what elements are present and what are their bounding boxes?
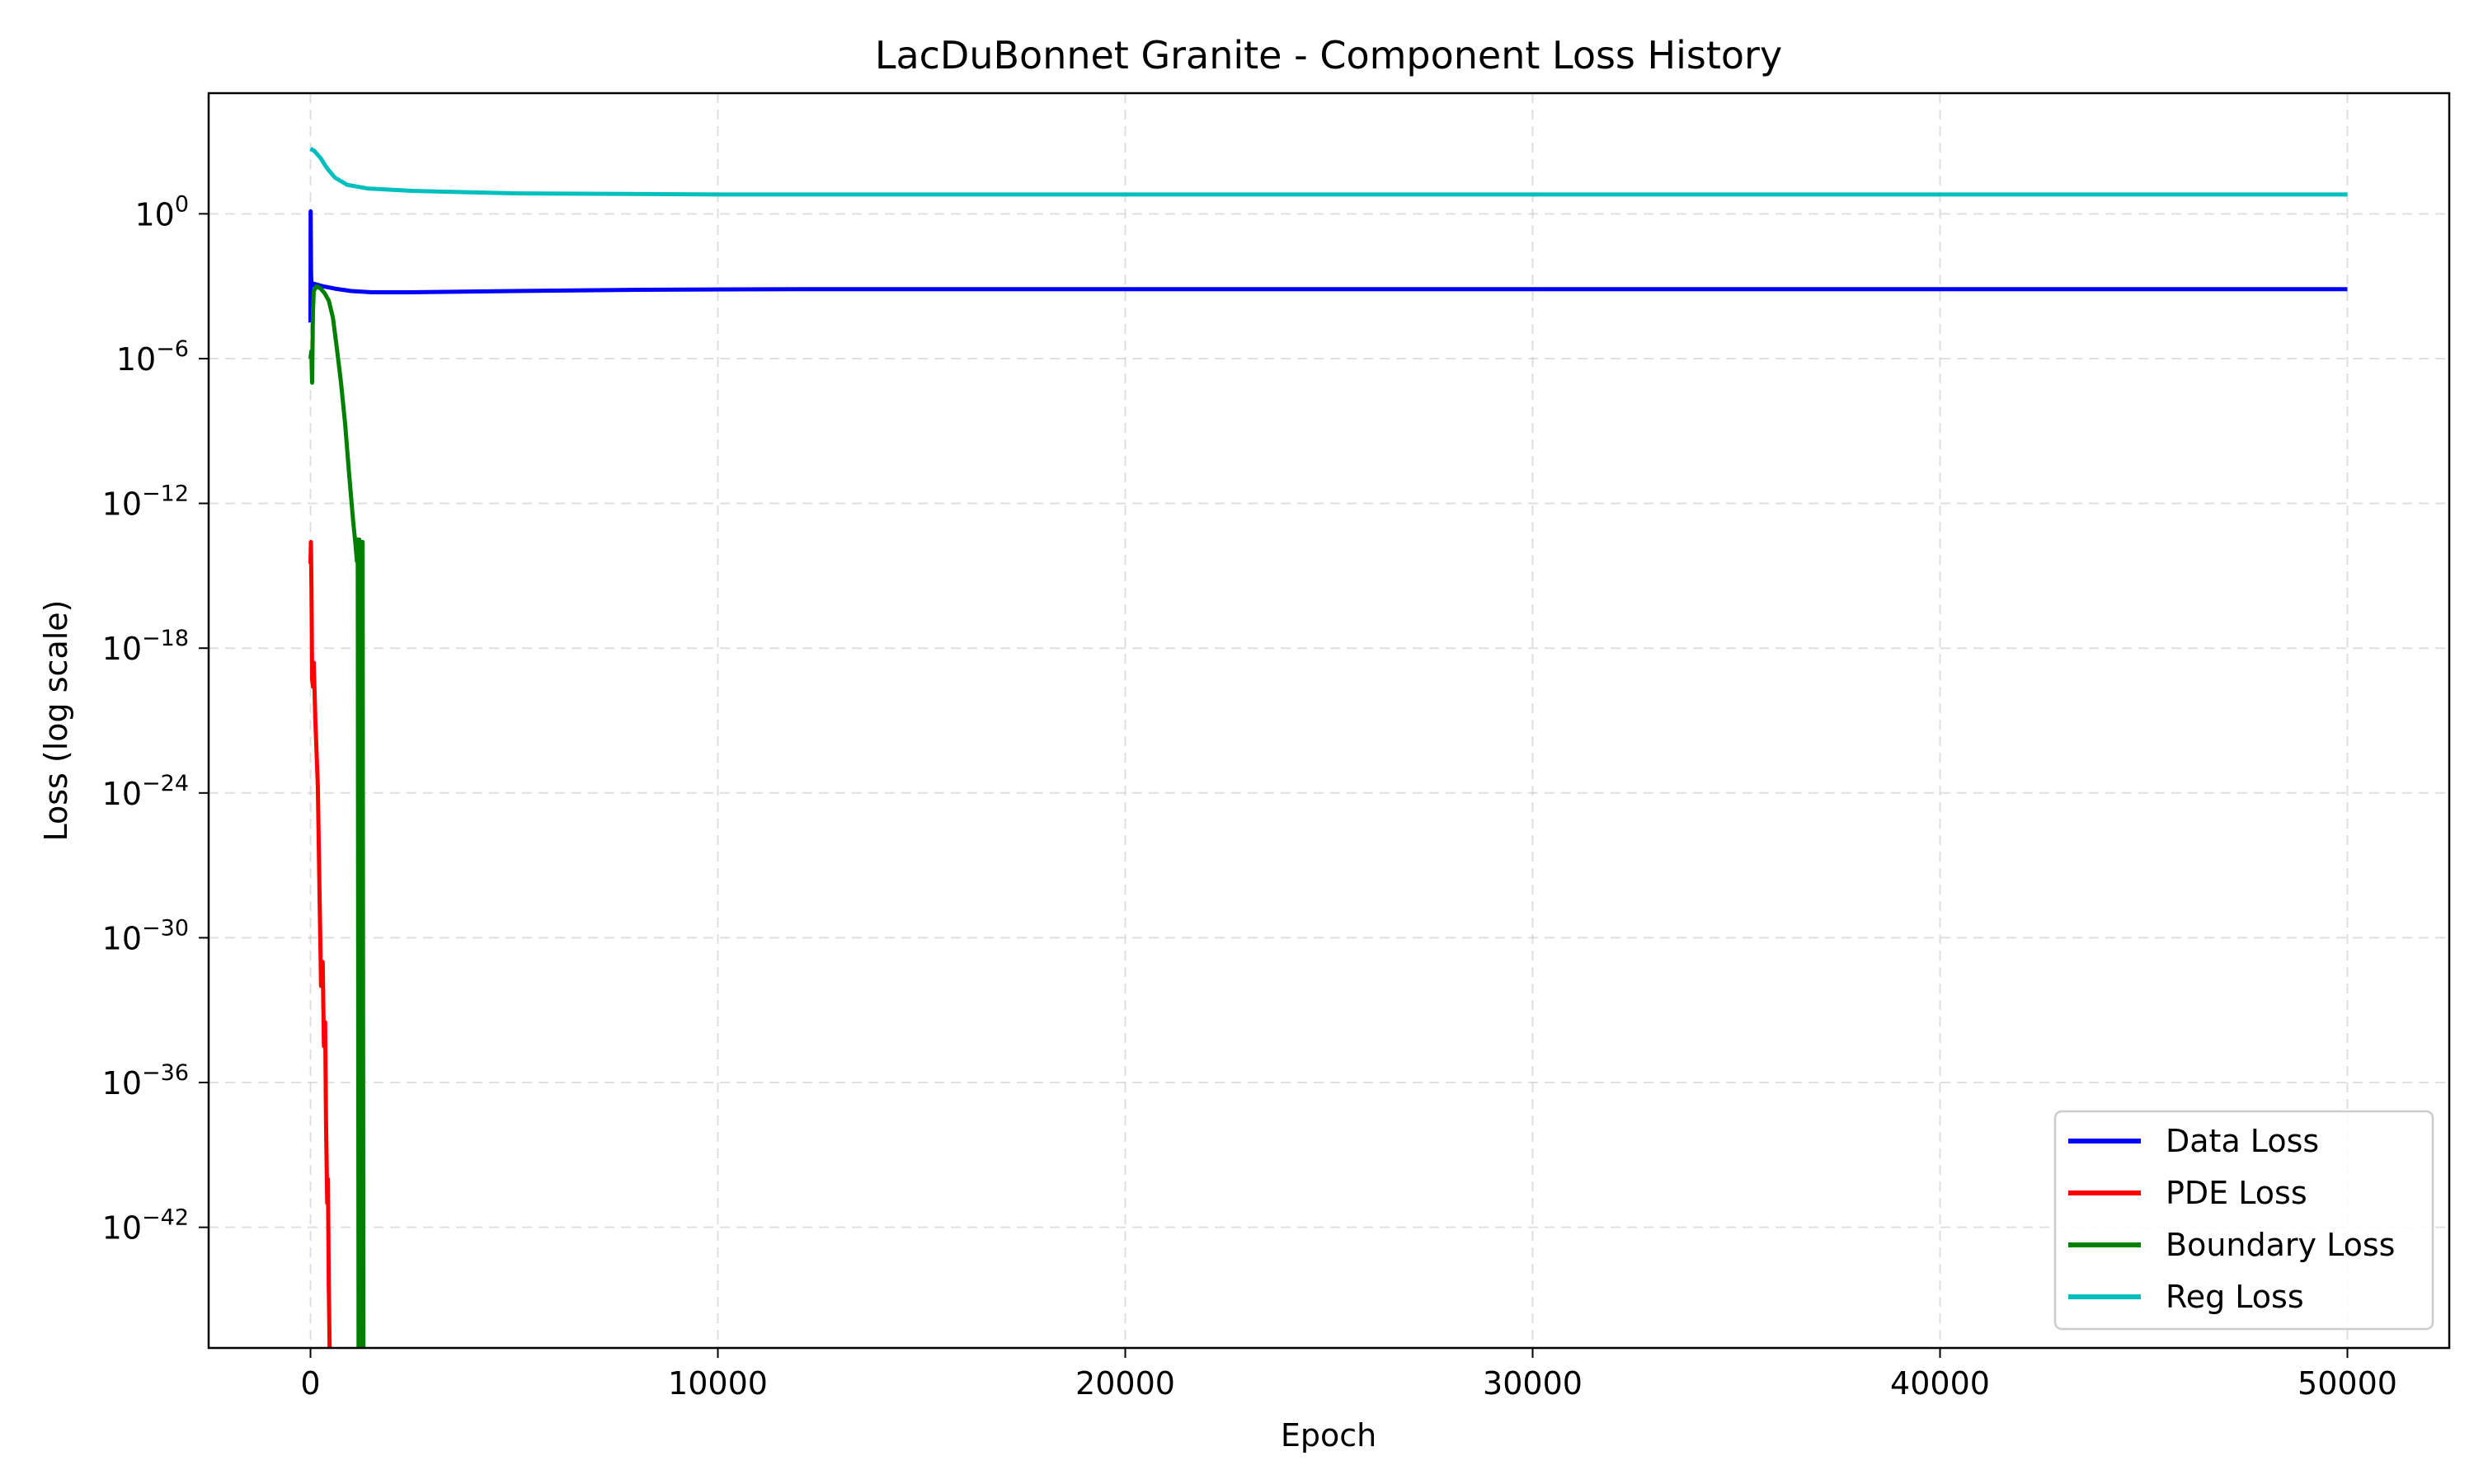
y-tick-exponent: −12 (142, 481, 189, 507)
series-layer (308, 147, 2348, 1348)
legend: Data Loss PDE Loss Boundary Loss Reg Loss (2053, 1110, 2434, 1331)
y-tick-label: 10−6 (116, 336, 189, 378)
y-tick-label: 10−42 (102, 1205, 189, 1247)
y-tick-label: 10−30 (102, 915, 189, 956)
y-tick-exponent: −6 (156, 336, 189, 362)
y-tick-base: 10 (102, 1210, 142, 1247)
y-tick-base: 10 (102, 1065, 142, 1101)
x-tick-label: 50000 (2298, 1365, 2397, 1402)
y-axis-label: Loss (log scale) (38, 600, 74, 842)
y-tick-base: 10 (102, 631, 142, 667)
y-tick-base: 10 (134, 196, 174, 232)
x-tick-label: 30000 (1483, 1365, 1583, 1402)
y-tick-label: 10−18 (102, 626, 189, 667)
legend-label-pde-loss: PDE Loss (2166, 1175, 2307, 1211)
y-tick-base: 10 (116, 341, 156, 378)
chart-title: LacDuBonnet Granite - Component Loss His… (875, 33, 1782, 77)
y-tick-base: 10 (102, 486, 142, 523)
y-tick-exponent: 0 (175, 191, 189, 217)
y-tick-base: 10 (102, 920, 142, 956)
data-loss-line (308, 209, 2348, 323)
y-tick-label: 10−12 (102, 481, 189, 523)
x-tick-label: 0 (300, 1365, 320, 1402)
reg-loss-line (309, 147, 2348, 197)
x-axis-label: Epoch (1281, 1417, 1376, 1453)
y-tick-label: 10−36 (102, 1060, 189, 1101)
legend-label-data-loss: Data Loss (2166, 1123, 2319, 1159)
y-tick-label: 10−24 (102, 771, 189, 812)
pde-loss-line (308, 539, 332, 1348)
x-tick-label: 10000 (668, 1365, 768, 1402)
y-tick-label: 100 (134, 191, 189, 232)
legend-box (2053, 1110, 2434, 1331)
y-tick-exponent: −18 (142, 626, 189, 651)
x-tick-label: 40000 (1890, 1365, 1990, 1402)
boundary-loss-line (308, 284, 366, 1348)
y-tick-exponent: −42 (142, 1205, 189, 1231)
y-tick-exponent: −24 (142, 771, 189, 796)
legend-label-boundary-loss: Boundary Loss (2166, 1227, 2395, 1263)
x-tick-label: 20000 (1075, 1365, 1175, 1402)
y-tick-base: 10 (102, 776, 142, 812)
legend-label-reg-loss: Reg Loss (2166, 1279, 2304, 1315)
y-tick-exponent: −36 (142, 1060, 189, 1086)
axis-ticks: 0 10000 20000 30000 40000 5000010010−610−1210… (102, 191, 2397, 1402)
plot-frame (207, 92, 2451, 1350)
y-tick-exponent: −30 (142, 915, 189, 941)
